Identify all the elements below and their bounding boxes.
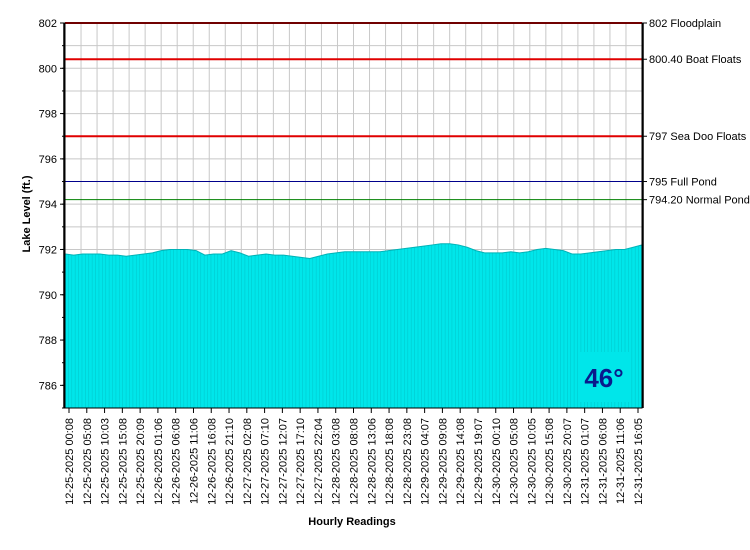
y-axis-title: Lake Level (ft.): [21, 175, 33, 252]
x-tick-label: 12-28-2025 18:08: [384, 418, 396, 505]
x-tick-label: 12-25-2025 10:03: [100, 418, 112, 505]
x-tick-label: 12-31-2025 11:06: [615, 418, 627, 504]
reference-label: 797 Sea Doo Floats: [649, 131, 747, 143]
y-tick-label: 792: [39, 244, 57, 256]
x-tick-label: 12-28-2025 23:08: [402, 418, 414, 505]
x-tick-label: 12-30-2025 20:07: [562, 418, 574, 505]
x-tick-label: 12-27-2025 07:10: [260, 418, 272, 505]
x-tick-label: 12-31-2025 01:07: [580, 418, 592, 505]
x-tick-label: 12-26-2025 11:06: [188, 418, 200, 504]
reference-label: 795 Full Pond: [649, 177, 717, 189]
temperature-badge: 46°: [578, 352, 630, 402]
x-tick-label: 12-25-2025 05:08: [82, 418, 94, 505]
temperature-value: 46°: [584, 363, 623, 393]
x-tick-label: 12-27-2025 22:04: [313, 418, 325, 505]
x-tick-label: 12-29-2025 19:07: [473, 418, 485, 505]
temperature-badge-bg: [578, 352, 630, 402]
reference-label: 800.40 Boat Floats: [649, 54, 742, 66]
x-axis-ticks: 12-25-2025 00:08 12-25-2025 05:08 12-25-20…: [64, 408, 645, 505]
x-tick-label: 12-25-2025 00:08: [64, 418, 76, 505]
y-tick-label: 790: [39, 290, 57, 302]
x-tick-label: 12-28-2025 03:08: [331, 418, 343, 505]
reference-lines: 802 Floodplain 800.40 Boat Floats 797 Sea …: [65, 18, 750, 207]
y-tick-label: 800: [39, 63, 57, 75]
reference-label: 794.20 Normal Pond: [649, 195, 750, 207]
x-tick-label: 12-30-2025 00:10: [491, 418, 503, 505]
x-tick-label: 12-26-2025 21:10: [224, 418, 236, 505]
x-tick-label: 12-27-2025 17:10: [295, 418, 307, 505]
y-tick-label: 794: [39, 199, 57, 211]
x-tick-label: 12-26-2025 16:08: [206, 418, 218, 505]
y-tick-label: 802: [39, 18, 57, 30]
y-tick-label: 788: [39, 335, 57, 347]
lake-level-series-area: [64, 243, 643, 409]
reference-label: 802 Floodplain: [649, 18, 721, 30]
x-tick-label: 12-25-2025 20:09: [135, 418, 147, 505]
x-tick-label: 12-30-2025 15:08: [544, 418, 556, 505]
x-tick-label: 12-29-2025 14:08: [455, 418, 467, 505]
x-tick-label: 12-31-2025 06:08: [597, 418, 609, 505]
x-tick-label: 12-27-2025 12:07: [277, 418, 289, 505]
x-tick-label: 12-25-2025 15:08: [117, 418, 129, 505]
y-tick-label: 786: [39, 380, 57, 392]
x-tick-label: 12-31-2025 16:05: [633, 418, 645, 505]
x-tick-label: 12-30-2025 10:05: [526, 418, 538, 505]
lake-level-area: [64, 243, 643, 409]
x-tick-label: 12-27-2025 02:08: [242, 418, 254, 505]
y-axis-ticks: 786 788 790 792 794 796 798 800 802: [39, 18, 65, 409]
y-tick-label: 796: [39, 154, 57, 166]
x-tick-label: 12-26-2025 06:08: [171, 418, 183, 505]
x-tick-label: 12-29-2025 09:08: [437, 418, 449, 505]
x-tick-label: 12-28-2025 13:06: [366, 418, 378, 505]
x-axis-title: Hourly Readings: [308, 516, 395, 528]
x-tick-label: 12-28-2025 08:08: [349, 418, 361, 505]
x-tick-label: 12-29-2025 04:07: [420, 418, 432, 505]
x-tick-label: 12-26-2025 01:06: [153, 418, 165, 505]
x-tick-label: 12-30-2025 05:08: [509, 418, 521, 505]
y-tick-label: 798: [39, 109, 57, 121]
